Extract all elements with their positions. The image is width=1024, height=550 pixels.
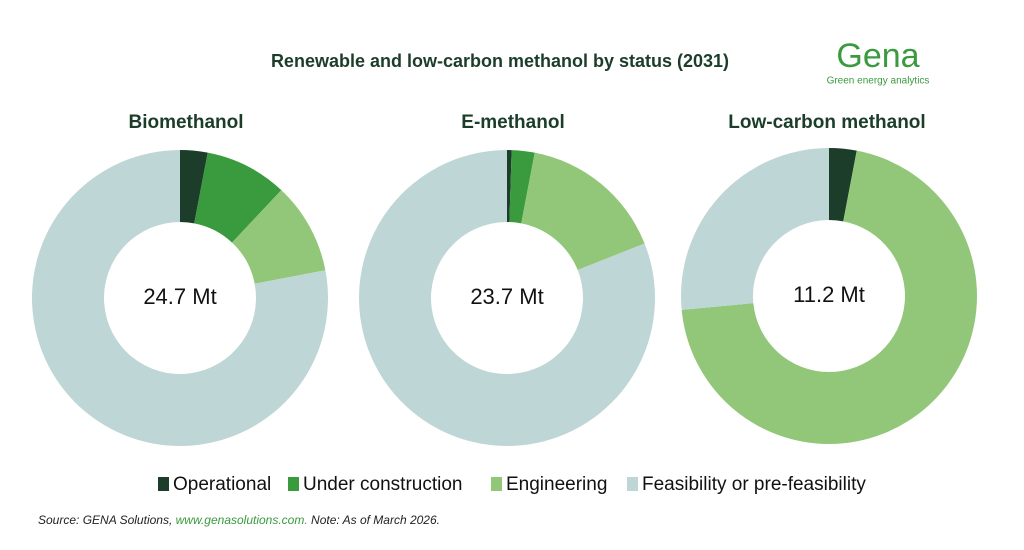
center-label: 11.2 Mt: [793, 282, 865, 307]
legend-swatch: [288, 477, 299, 491]
logo-tagline: Green energy analytics: [827, 76, 930, 87]
source-prefix: Source: GENA Solutions,: [38, 513, 176, 527]
donut-segment: [359, 150, 656, 446]
center-label: 24.7 Mt: [143, 284, 216, 309]
donut-segment: [829, 148, 857, 222]
source-note-text: Note: As of March 2026.: [308, 513, 440, 527]
donut-segment: [680, 148, 829, 310]
donut-title: Low-carbon methanol: [728, 112, 925, 133]
donut-segment: [194, 152, 282, 243]
donut-segment: [521, 152, 645, 271]
donut-segment: [509, 150, 535, 224]
donut-segment: [180, 150, 208, 224]
donut-segment: [681, 150, 977, 444]
donut-segment: [31, 150, 329, 447]
source-note: Source: GENA Solutions, www.genasolution…: [38, 513, 440, 527]
donut-segment: [507, 150, 512, 223]
legend-swatch: [491, 477, 502, 491]
legend-label: Operational: [173, 474, 271, 495]
legend-label: Feasibility or pre-feasibility: [642, 474, 866, 495]
legend-label: Under construction: [303, 474, 462, 495]
donut-title: E-methanol: [461, 112, 564, 133]
legend-swatch: [158, 477, 169, 491]
chart-title: Renewable and low-carbon methanol by sta…: [271, 51, 729, 71]
source-link: www.genasolutions.com.: [176, 513, 308, 527]
center-label: 23.7 Mt: [470, 284, 543, 309]
legend-label: Engineering: [506, 474, 607, 495]
logo-name: Gena: [836, 37, 919, 75]
donut-title: Biomethanol: [128, 112, 243, 133]
legend-swatch: [627, 477, 638, 491]
donut-segment: [232, 190, 326, 284]
